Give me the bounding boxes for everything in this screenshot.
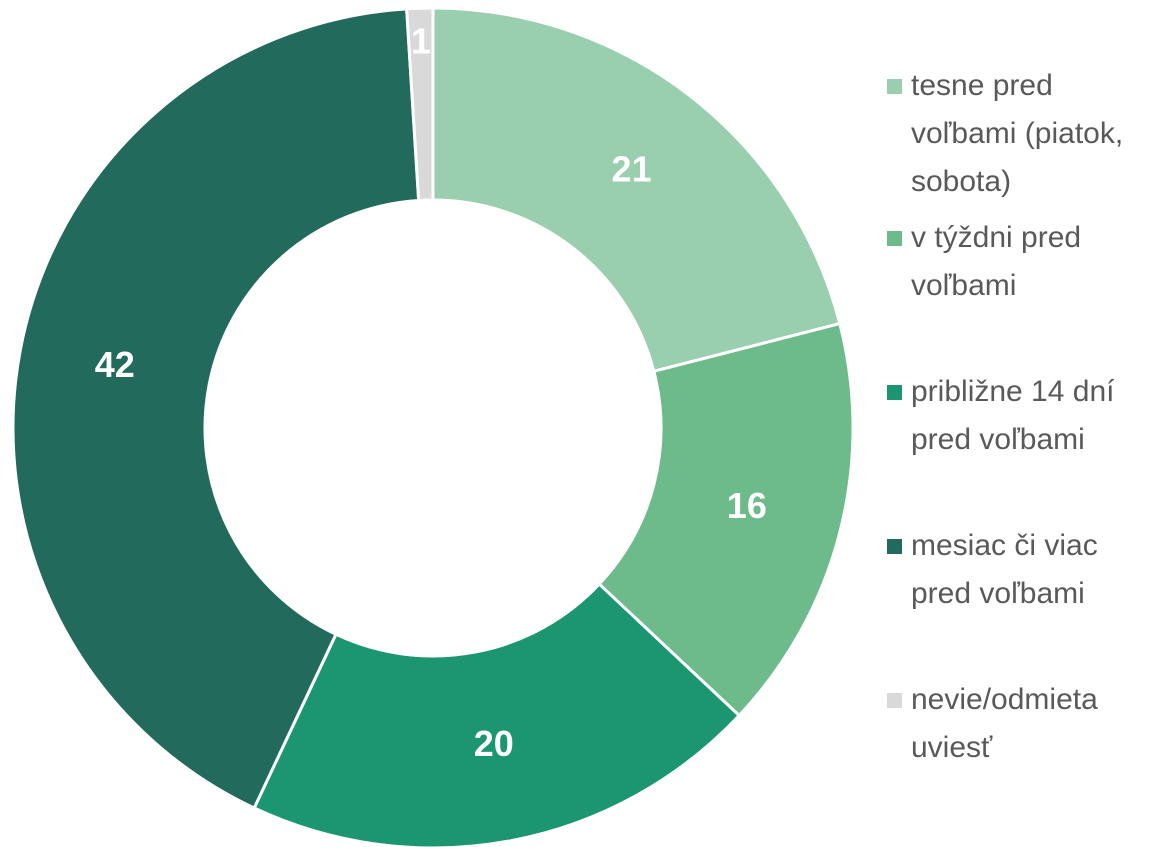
legend-swatch bbox=[887, 539, 902, 554]
legend-swatch bbox=[887, 79, 902, 94]
donut-slice bbox=[431, 6, 842, 374]
legend-label: približne 14 dní pred voľbami bbox=[911, 375, 1115, 456]
legend-label: mesiac či viac pred voľbami bbox=[911, 529, 1098, 610]
donut-slice bbox=[597, 321, 855, 718]
legend-swatch bbox=[887, 385, 902, 400]
legend-label: tesne pred voľbami (piatok, sobota) bbox=[911, 69, 1124, 198]
legend-item: v týždni pred voľbami bbox=[887, 214, 1157, 310]
legend-item: nevie/odmieta uviesť bbox=[887, 676, 1157, 772]
data-label: 16 bbox=[727, 485, 767, 526]
legend-swatch bbox=[887, 231, 902, 246]
data-label: 1 bbox=[411, 21, 431, 62]
legend-label: nevie/odmieta uviesť bbox=[911, 683, 1098, 764]
data-label: 42 bbox=[95, 344, 135, 385]
legend-item: mesiac či viac pred voľbami bbox=[887, 522, 1157, 618]
donut-slice bbox=[252, 581, 742, 847]
legend-label: v týždni pred voľbami bbox=[911, 221, 1082, 302]
data-label: 21 bbox=[612, 149, 652, 190]
legend-item: tesne pred voľbami (piatok, sobota) bbox=[887, 62, 1157, 206]
legend-swatch bbox=[887, 693, 902, 708]
donut-slice bbox=[405, 6, 435, 203]
donut-slice bbox=[11, 7, 421, 811]
data-label: 20 bbox=[474, 723, 514, 764]
legend-item: približne 14 dní pred voľbami bbox=[887, 368, 1157, 464]
